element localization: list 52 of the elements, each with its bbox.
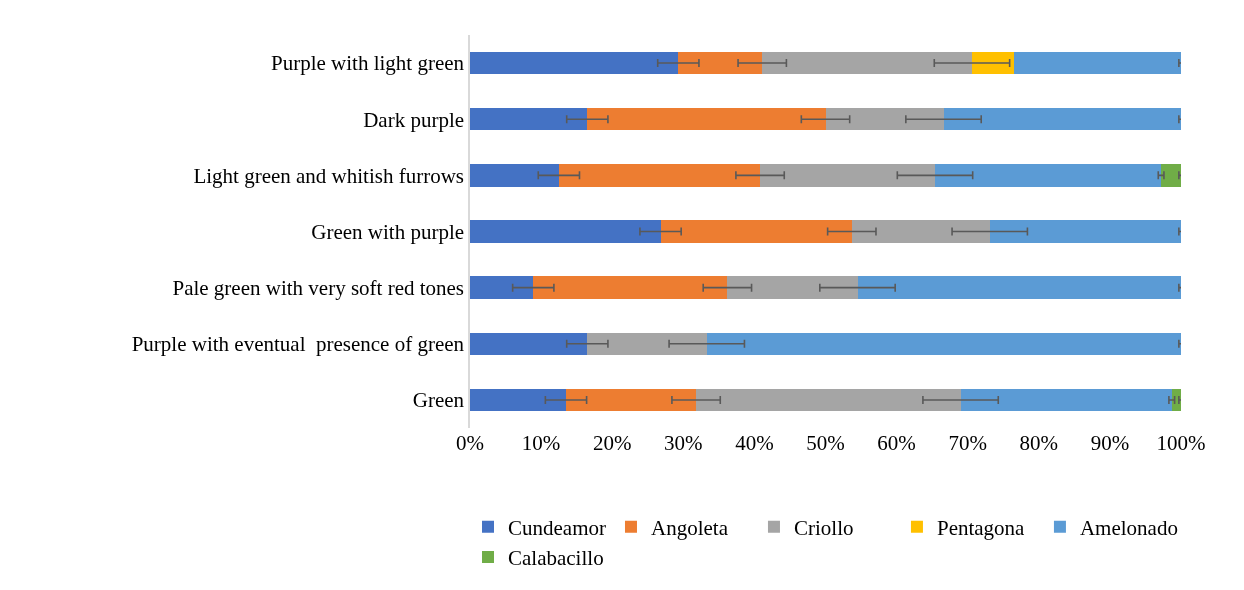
legend-label: Criollo [793,515,854,540]
bar [760,164,935,187]
bar [470,388,566,412]
bar [960,388,1172,412]
legend-label: Pentagona [936,515,1026,540]
bar [851,220,990,243]
bar [587,107,826,131]
x-tick-label: 10% [521,431,561,455]
bar [558,164,761,187]
bar [762,51,972,75]
bar [660,220,852,243]
x-tick-label: 0% [456,431,484,455]
bar [825,107,944,131]
bar [857,276,1181,299]
bar [470,332,588,356]
x-tick-label: 70% [948,431,987,455]
y-tick-label: Green [412,388,465,413]
x-tick-label: 90% [1090,431,1130,455]
legend-label: Amelonado [1079,515,1178,540]
y-tick-label: Purple with light green [270,51,465,76]
bar [470,276,534,299]
bar [470,107,588,131]
bar [727,276,858,299]
y-tick-label: Green with purple [311,219,465,244]
bar [1161,164,1181,187]
bar [989,220,1181,243]
bar [1013,51,1181,75]
x-tick-label: 20% [592,431,632,455]
bar [706,332,1181,356]
bar [470,220,661,243]
x-tick-label: 40% [735,431,774,455]
legend-label: Calabacillo [508,546,604,571]
bar [943,107,1181,131]
x-tick-label: 60% [877,431,916,455]
legend-label: Angoleta [650,515,729,540]
bar [587,332,707,356]
bar [565,388,697,412]
x-tick-label: 50% [806,431,845,455]
bar [470,164,559,187]
y-tick-label: Purple with eventual presence of green [131,332,465,357]
x-tick-label: 80% [1019,431,1059,455]
x-tick-label: 100% [1156,431,1206,455]
legend-label: Cundeamor [508,515,606,540]
bar [533,276,728,299]
y-tick-label: Dark purple [363,107,465,132]
bar [696,388,961,412]
bar [934,164,1162,187]
bar [470,51,679,75]
bar [678,51,763,75]
y-tick-label: Light green and whitish furrows [193,163,465,188]
x-tick-label: 30% [664,431,703,455]
y-tick-label: Pale green with very soft red tones [172,275,465,300]
